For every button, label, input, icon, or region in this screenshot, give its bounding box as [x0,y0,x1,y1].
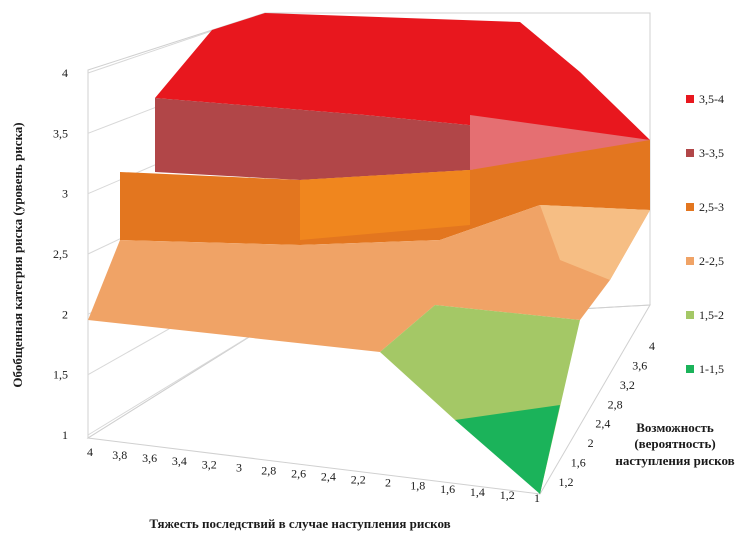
x-tick-label: 3,6 [142,451,157,465]
gridline [87,326,266,436]
legend-swatch [686,149,694,157]
x-tick-label: 2,2 [351,473,366,487]
surface-band-1-1-5 [455,405,560,494]
x-tick-label: 1,8 [410,479,425,493]
x-tick-label: 1,6 [440,482,455,496]
depth-tick-label: 4 [649,339,655,353]
surface-band-3-5-4-top [155,13,650,140]
legend-label: 2-2,5 [699,254,724,268]
depth-tick-label: 2,8 [608,397,623,411]
x-tick-label: 3,2 [202,457,217,471]
x-tick-label: 2,8 [261,463,276,477]
surface-band-1-5-2 [380,305,580,494]
x-tick-label: 4 [87,445,93,459]
legend-swatch [686,95,694,103]
legend-label: 3-3,5 [699,146,724,160]
depth-axis: 1,2 1,622,4 2,8 3,2 3,64 [559,339,656,489]
legend-label: 1,5-2 [699,308,724,322]
value-tick-label: 2 [62,307,68,321]
depth-axis-title: Возможность (вероятность) наступления ри… [615,420,734,468]
value-tick-label: 1 [62,428,68,442]
floor [86,304,651,495]
x-tick-label: 3 [236,460,242,474]
depth-axis-title-line-3: наступления рисков [615,453,734,468]
surface-band-2-2-5 [88,205,650,352]
depth-tick-label: 1,2 [559,475,574,489]
depth-tick-label: 3,2 [620,378,635,392]
value-tick-label: 2,5 [53,247,68,261]
value-tick-label: 3 [62,187,68,201]
x-tick-label: 2,6 [291,466,306,480]
x-tick-label: 2 [385,476,391,490]
legend-item: 3-3,5 [686,146,724,160]
legend-item: 3,5-4 [686,92,724,106]
y-axis-title: Обобщенная категрия риска (уровень риска… [10,122,25,387]
surface-band-3-3-5-light [470,115,650,170]
depth-axis-title-line-1: Возможность [636,420,714,435]
surface-band-2-2-5-right [540,205,650,280]
surface-plot [88,13,650,494]
x-tick-label: 3,4 [172,454,187,468]
x-axis: 4 3,8 3,6 3,4 3,2 3 2,8 2,6 2,4 2,2 2 1,8 1,6 1,4 1,2 1 [87,445,540,505]
legend-item: 2-2,5 [686,254,724,268]
legend-label: 2,5-3 [699,200,724,214]
depth-axis-title-line-2: (вероятность) [634,436,715,451]
x-axis-title: Тяжесть последствий в случае наступления… [149,516,450,531]
legend-swatch [686,257,694,265]
legend-swatch [686,311,694,319]
depth-tick-label: 3,6 [632,358,647,372]
depth-tick-label: 1,6 [571,456,586,470]
x-tick-label: 2,4 [321,470,336,484]
x-tick-label: 1,2 [500,488,515,502]
depth-tick-label: 2,4 [595,417,610,431]
value-tick-label: 3,5 [53,126,68,140]
value-axis: 1 1,5 2 2,5 3 3,5 4 [53,66,68,442]
legend-item: 1-1,5 [686,362,724,376]
x-tick-label: 1 [534,491,540,505]
value-tick-label: 1,5 [53,368,68,382]
legend-swatch [686,203,694,211]
surface-band-2-5-3-center [300,170,470,240]
legend-label: 3,5-4 [699,92,724,106]
legend: 3,5-4 3-3,5 2,5-3 2-2,5 1,5-2 1-1,5 [686,92,724,376]
depth-tick-label: 2 [588,436,594,450]
legend-item: 2,5-3 [686,200,724,214]
legend-label: 1-1,5 [699,362,724,376]
x-tick-label: 3,8 [112,448,127,462]
legend-swatch [686,365,694,373]
value-tick-label: 4 [62,66,68,80]
x-tick-label: 1,4 [470,485,485,499]
legend-item: 1,5-2 [686,308,724,322]
